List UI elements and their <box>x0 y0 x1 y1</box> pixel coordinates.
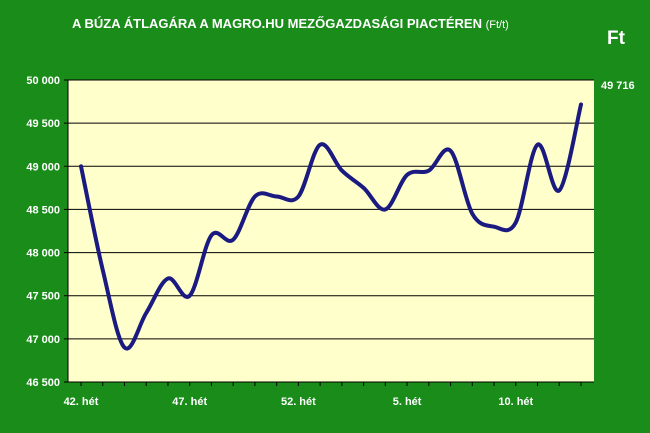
y-tick-label: 47 500 <box>26 291 60 303</box>
x-tick-label: 5. hét <box>393 396 422 408</box>
y-tick-label: 48 500 <box>26 204 60 216</box>
y-axis-ticks: 46 500 47 000 47 500 48 000 48 500 49 000 49 5… <box>26 75 68 389</box>
price-series <box>79 102 583 351</box>
x-tick-label: 10. hét <box>498 396 533 408</box>
y-tick-label: 46 500 <box>26 377 60 389</box>
chart-title: A BÚZA ÁTLAGÁRA A MAGRO.HU MEZŐGAZDASÁGI… <box>72 16 509 31</box>
series-line <box>79 102 583 351</box>
x-tick-label: 52. hét <box>281 396 316 408</box>
y-tick-label: 49 000 <box>26 161 60 173</box>
y-tick-label: 48 000 <box>26 248 60 260</box>
unit-label: Ft <box>607 28 625 49</box>
y-tick-label: 49 500 <box>26 118 60 130</box>
last-value-label: 49 716 <box>601 80 635 92</box>
gridlines <box>68 79 594 340</box>
x-axis-ticks: 42. hét 47. hét 52. hét 5. hét 10. hét <box>64 382 582 408</box>
plot-area <box>68 80 594 382</box>
y-tick-label: 47 000 <box>26 334 60 346</box>
y-tick-label: 50 000 <box>26 75 60 87</box>
chart-title-text: A BÚZA ÁTLAGÁRA A MAGRO.HU MEZŐGAZDASÁGI… <box>72 16 482 31</box>
chart-title-unit: (Ft/t) <box>485 19 509 31</box>
x-tick-label: 42. hét <box>64 396 99 408</box>
x-tick-label: 47. hét <box>172 396 207 408</box>
